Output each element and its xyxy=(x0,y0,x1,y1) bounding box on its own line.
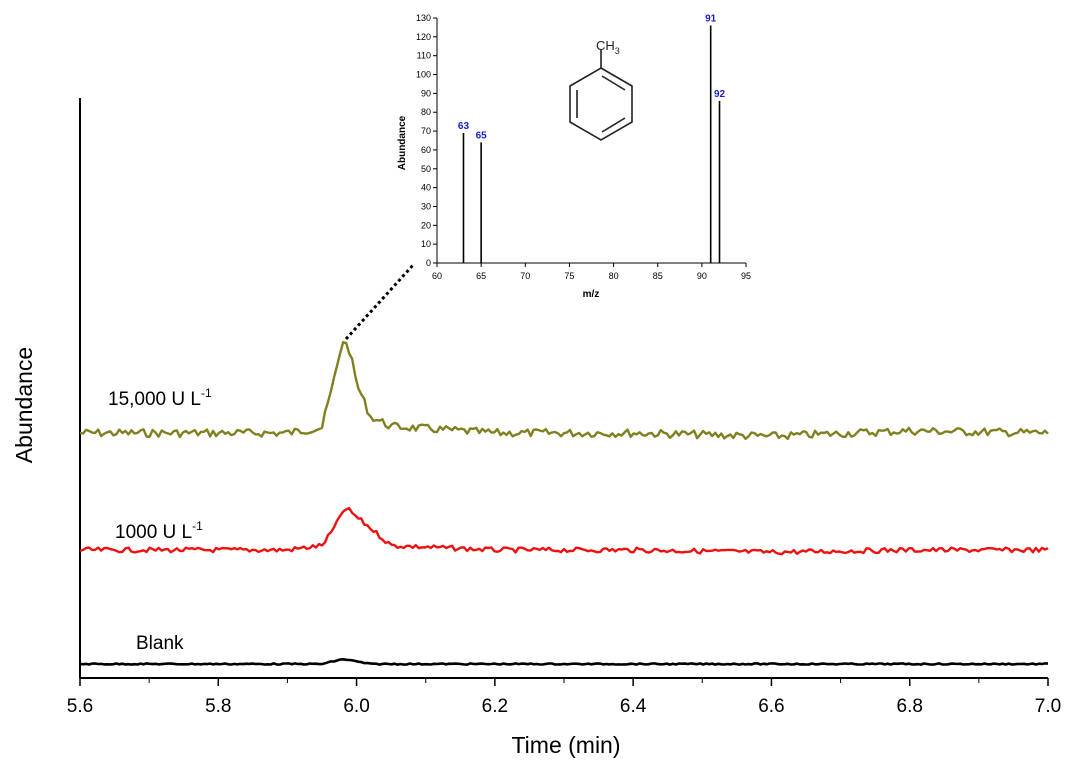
inset-x-tick-label: 75 xyxy=(564,271,574,281)
toluene-methyl-sub: 3 xyxy=(615,46,620,56)
trace-labels: 15,000 U L-1 1000 U L-1 Blank xyxy=(108,386,212,654)
trace-lines xyxy=(79,340,1049,666)
trace-label-1000-text: 1000 U L xyxy=(115,522,192,543)
inset-x-tick-label: 85 xyxy=(653,271,663,281)
x-axis-title: Time (min) xyxy=(511,732,620,758)
inset-y-tick-label: 130 xyxy=(416,13,431,23)
trace-label-15000-text: 15,000 U L xyxy=(108,389,201,410)
inset-y-tick-label: 30 xyxy=(421,201,431,211)
x-tick-label: 6.8 xyxy=(897,696,923,717)
inset-x-tick-label: 95 xyxy=(741,271,751,281)
inset-y-tick-label: 120 xyxy=(416,32,431,42)
inset-y-tick-label: 110 xyxy=(417,51,431,61)
inset-x-tick-label: 80 xyxy=(609,271,619,281)
inset-y-tick-label: 80 xyxy=(421,107,431,117)
inset-y-title: Abundance xyxy=(397,115,408,170)
inset-peak-label-63: 63 xyxy=(458,121,470,132)
main-axes: 5.6 5.8 6.0 6.2 6.4 6.6 6.8 7.0 Time (min) Abun… xyxy=(11,98,1061,758)
inset-y-tick-label: 50 xyxy=(421,164,431,174)
inset-x-ticks: 60 65 70 75 80 85 90 95 xyxy=(432,263,751,281)
inset-bars: 63 65 91 92 xyxy=(458,14,726,263)
inset-x-title: m/z xyxy=(583,289,600,300)
inset-y-tick-label: 100 xyxy=(416,70,431,80)
inset-x-tick-label: 60 xyxy=(432,271,442,281)
inset-x-tick-label: 65 xyxy=(476,271,486,281)
trace-label-15000: 15,000 U L-1 xyxy=(108,386,212,410)
trace-1000 xyxy=(79,506,1049,556)
toluene-methyl-text: CH xyxy=(596,38,615,53)
x-ticks: 5.6 5.8 6.0 6.2 6.4 6.6 6.8 7.0 xyxy=(67,678,1061,717)
x-tick-label: 6.2 xyxy=(482,696,508,717)
inset-x-tick-label: 90 xyxy=(697,271,707,281)
inset-y-tick-label: 70 xyxy=(421,126,431,136)
trace-label-blank: Blank xyxy=(136,633,184,654)
toluene-structure-icon xyxy=(569,50,633,141)
inset-connector xyxy=(344,262,416,341)
inset-x-tick-label: 70 xyxy=(520,271,530,281)
inset-y-tick-label: 60 xyxy=(421,145,431,155)
trace-label-15000-sup: -1 xyxy=(201,386,212,400)
x-tick-label: 6.6 xyxy=(758,696,784,717)
inset-y-tick-label: 40 xyxy=(421,183,431,193)
inset-peak-label-91: 91 xyxy=(705,14,717,25)
inset-y-tick-label: 0 xyxy=(426,258,431,268)
inset-y-tick-label: 10 xyxy=(421,239,431,249)
toluene-methyl-label: CH3 xyxy=(596,38,620,56)
x-tick-label: 6.4 xyxy=(620,696,647,717)
trace-blank xyxy=(79,658,1049,666)
inset-y-tick-label: 90 xyxy=(421,88,431,98)
x-tick-label: 7.0 xyxy=(1035,696,1061,717)
inset-peak-label-65: 65 xyxy=(476,130,488,141)
x-tick-label: 5.8 xyxy=(205,696,231,717)
inset-y-tick-label: 20 xyxy=(421,220,431,230)
trace-label-1000: 1000 U L-1 xyxy=(115,519,203,543)
x-tick-label: 6.0 xyxy=(343,696,369,717)
inset-peak-label-92: 92 xyxy=(714,89,726,100)
inset-y-ticks: 0 10 20 30 40 50 60 70 80 90 100 110 120 130 xyxy=(416,13,437,268)
mass-spectrum-inset: 0 10 20 30 40 50 60 70 80 90 100 110 120 130 60 65 70 75… xyxy=(397,13,751,300)
trace-15000 xyxy=(79,340,1049,440)
y-axis-title: Abundance xyxy=(11,347,37,463)
trace-label-1000-sup: -1 xyxy=(192,519,203,533)
x-tick-label: 5.6 xyxy=(67,696,93,717)
